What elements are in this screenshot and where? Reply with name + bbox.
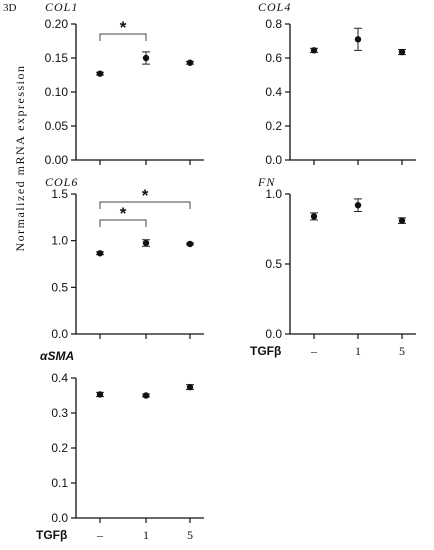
y-tick-label: 0.1 [51, 476, 68, 490]
significance-bracket [99, 201, 191, 209]
y-tick-label: 0.4 [51, 371, 68, 385]
x-tick-label: 1 [143, 528, 149, 542]
data-point [398, 217, 406, 224]
x-tick-label: 5 [399, 344, 405, 358]
y-tick-label: 0.05 [45, 119, 69, 133]
y-tick-label: 0.4 [265, 85, 282, 99]
y-tick-label: 1.0 [51, 234, 68, 248]
y-tick-label: 0.0 [51, 511, 68, 525]
data-point [310, 47, 318, 54]
treatment-label: TGFβ [36, 528, 67, 542]
y-tick-label: 0.5 [265, 257, 282, 271]
y-tick-label: 0.0 [265, 153, 282, 167]
panel-title: FN [257, 175, 275, 189]
y-tick-label: 0.6 [265, 51, 282, 65]
y-tick-label: 0.8 [265, 17, 282, 31]
data-point [398, 48, 406, 56]
x-tick-label: – [310, 344, 318, 358]
data-point [96, 70, 104, 77]
panel-sma: αSMA 0.0 0.1 0.2 0.3 0.4 TGFβ – 1 5 [36, 349, 204, 542]
y-tick-label: 0.00 [45, 153, 69, 167]
data-point [186, 59, 194, 66]
y-tick-label: 0.10 [45, 85, 69, 99]
y-tick-label: 1.0 [265, 187, 282, 201]
significance-star: * [120, 18, 127, 37]
significance-bracket [99, 33, 147, 41]
data-point [354, 36, 362, 43]
significance-bracket [99, 219, 147, 227]
data-point [186, 383, 194, 391]
y-tick-label: 0.20 [45, 17, 69, 31]
data-point [142, 392, 150, 399]
y-tick-label: 0.15 [45, 51, 69, 65]
panel-title: αSMA [40, 349, 74, 363]
x-tick-label: 1 [355, 344, 361, 358]
data-point [354, 202, 362, 209]
y-tick-label: 1.5 [51, 187, 68, 201]
data-point [96, 250, 104, 257]
y-tick-label: 0.3 [51, 406, 68, 420]
y-tick-label: 0.2 [265, 119, 282, 133]
data-point [142, 54, 150, 62]
y-tick-label: 0.5 [51, 280, 68, 294]
data-point [186, 240, 194, 248]
figure-label: 3D [3, 2, 17, 14]
panel-title: COL6 [45, 175, 78, 189]
significance-star: * [142, 186, 149, 205]
y-axis-label: Normalized mRNA expression [13, 65, 27, 252]
panel-fn: FN 0.0 0.5 1.0 TGFβ – 1 5 [250, 175, 416, 358]
panel-col4: COL4 0.0 0.2 0.4 0.6 0.8 [258, 0, 416, 167]
significance-star: * [120, 204, 127, 223]
data-point [96, 391, 104, 398]
data-point [310, 213, 318, 220]
data-point [142, 239, 150, 247]
y-tick-label: 0.0 [265, 327, 282, 341]
x-tick-label: 5 [187, 528, 193, 542]
panel-col6: COL6 0.0 0.5 1.0 1.5 * * [45, 175, 204, 341]
panel-title: COL4 [258, 0, 291, 14]
panel-col1: COL1 0.00 0.05 0.10 0.15 0.20 * [45, 0, 204, 167]
panel-title: COL1 [45, 0, 78, 14]
y-tick-label: 0.0 [51, 327, 68, 341]
x-tick-label: – [96, 528, 104, 542]
treatment-label: TGFβ [250, 344, 281, 358]
y-tick-label: 0.2 [51, 441, 68, 455]
